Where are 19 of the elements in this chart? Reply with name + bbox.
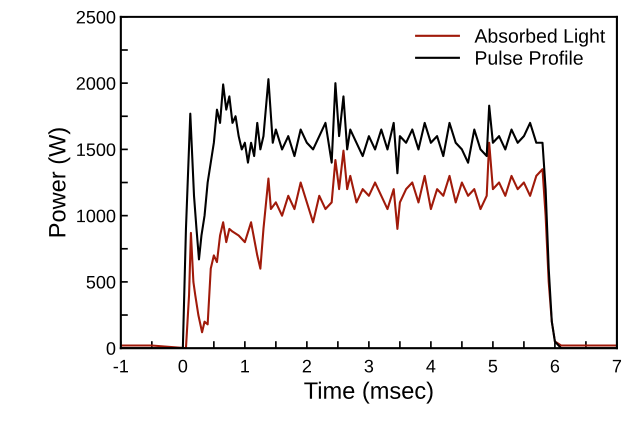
x-tick-label: 1 — [241, 360, 249, 372]
y-tick-label: 2500 — [76, 10, 116, 24]
legend-label: Absorbed Light — [474, 28, 606, 47]
y-tick-label: 0 — [106, 342, 116, 355]
x-tick-label: 6 — [550, 360, 560, 373]
x-tick-label: 2 — [302, 360, 311, 372]
x-axis-title: Time (msec) — [304, 382, 433, 404]
x-tick-label: 3 — [364, 360, 374, 373]
y-tick-label: 1000 — [77, 210, 116, 222]
y-tick-label: 1500 — [77, 143, 116, 156]
y-tick-label: 500 — [86, 276, 116, 289]
legend-label: Pulse Profile — [476, 50, 583, 65]
y-axis-title: Power (W) — [48, 128, 70, 236]
x-tick-label: 0 — [178, 360, 188, 373]
x-tick-label: 5 — [488, 360, 498, 373]
y-tick-label: 2000 — [76, 77, 116, 90]
x-tick-label: 7 — [612, 360, 622, 372]
x-tick-label: -1 — [114, 360, 128, 372]
x-tick-label: 4 — [426, 360, 436, 372]
